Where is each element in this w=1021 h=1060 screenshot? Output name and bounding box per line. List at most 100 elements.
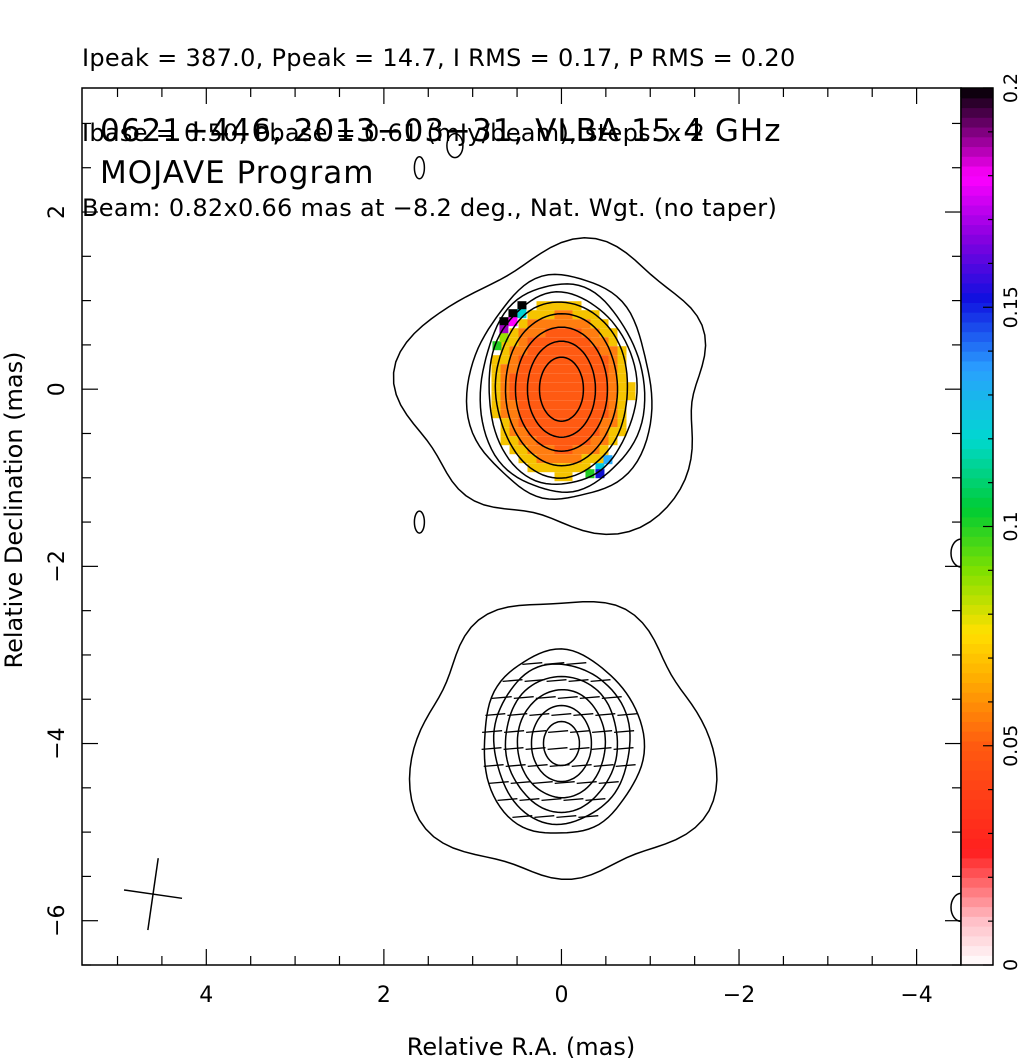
axis-tick-labels: 4 2 0 −2 −4 2 0 −2 −4 −6 <box>45 205 933 1008</box>
colorbar-swatch <box>961 633 993 645</box>
pol-fill-cell <box>518 346 528 356</box>
pol-fill-cell <box>581 355 591 365</box>
pol-fill-cell <box>527 418 537 428</box>
colorbar-swatch <box>961 243 993 255</box>
evpa-vector <box>579 696 600 700</box>
pol-fill-cell <box>563 391 573 401</box>
pol-fill-cell <box>554 310 564 320</box>
pol-fill-cell <box>563 418 573 428</box>
pol-fill-cell <box>545 400 555 410</box>
colorbar-swatch <box>961 273 993 284</box>
pol-fill-cell <box>491 409 501 419</box>
pol-fill-cell <box>518 436 528 446</box>
pol-fill-cell <box>518 319 528 329</box>
pol-fill-cell <box>527 328 537 338</box>
pol-fill-cell <box>536 364 546 374</box>
colorbar-swatch <box>961 175 993 187</box>
pol-fill-cell <box>617 391 627 401</box>
pol-fill-cell <box>563 346 573 356</box>
colorbar-swatch <box>961 458 993 469</box>
pol-fill-cell <box>554 355 564 365</box>
colorbar-swatch <box>961 224 993 235</box>
colorbar-swatch <box>961 516 993 528</box>
beam-minor-axis <box>123 889 183 900</box>
pol-fill-cell <box>599 382 609 392</box>
beam-cross <box>123 858 183 931</box>
pol-fill-cell <box>572 436 582 446</box>
pol-fill-cell <box>626 391 636 401</box>
pol-fill-cell <box>527 355 537 365</box>
pol-fill-cell <box>527 373 537 383</box>
pol-fill-cell <box>563 373 573 383</box>
pol-fill-cell <box>563 301 573 311</box>
pol-fill-cell <box>599 337 609 347</box>
pol-fill-cell <box>509 337 519 347</box>
pol-fill-cell <box>518 400 528 410</box>
pol-fill-cell <box>545 409 555 419</box>
pol-fill-cell <box>554 409 564 419</box>
pol-fill-cell <box>599 400 609 410</box>
pol-fill-cell <box>527 436 537 446</box>
colorbar-swatch <box>961 692 993 703</box>
pol-fill-cell <box>608 364 618 374</box>
colorbar-swatch <box>961 545 993 557</box>
evpa-vector <box>504 730 525 734</box>
colorbar-swatch <box>961 97 993 109</box>
pol-fill-cell <box>572 319 582 329</box>
pol-fill-cell <box>608 409 618 419</box>
pol-fill-cell <box>545 355 555 365</box>
pol-fill-cell <box>536 418 546 428</box>
pol-fill-cell <box>554 346 564 356</box>
map-header: Ipeak = 387.0, Ppeak = 14.7, I RMS = 0.1… <box>82 0 796 246</box>
evpa-vector <box>532 781 553 785</box>
colorbar-swatch <box>961 477 993 489</box>
evpa-vectors <box>481 662 638 819</box>
pol-fill-cell <box>500 355 510 365</box>
pol-fill-cell <box>527 454 537 464</box>
noise-contour <box>413 510 426 534</box>
colorbar-swatch <box>961 809 993 820</box>
pol-fill-cell <box>545 364 555 374</box>
evpa-vector <box>557 696 578 700</box>
pol-fill-cell <box>563 427 573 437</box>
pol-fill-cell <box>536 355 546 365</box>
pol-fill-cell <box>572 445 582 455</box>
pol-fill-cell <box>509 355 519 365</box>
pol-fill-cell <box>509 373 519 383</box>
pol-fill-cell <box>545 463 555 473</box>
pol-fill-cell <box>590 436 600 446</box>
colorbar-swatch <box>961 584 993 596</box>
pol-fill-cell <box>527 391 537 401</box>
evpa-vector <box>544 662 565 666</box>
pol-fill-cell <box>563 454 573 464</box>
pol-fill-cell <box>518 454 528 464</box>
pol-fill-cell <box>572 373 582 383</box>
x-tick-label: 4 <box>199 983 213 1008</box>
pol-fill-cell <box>518 382 528 392</box>
colorbar-swatch <box>961 916 993 927</box>
pol-fill-cell <box>608 346 618 356</box>
pol-fill-cell <box>608 373 618 383</box>
colorbar-swatch <box>961 341 993 352</box>
colorbar-swatch <box>961 799 993 810</box>
pol-fill-cell <box>572 346 582 356</box>
x-axis-label: Relative R.A. (mas) <box>407 1033 635 1060</box>
colorbar-swatch <box>961 789 993 800</box>
pol-fill-cell <box>617 400 627 410</box>
intensity-contour <box>504 675 619 814</box>
pol-fill-cell <box>581 454 591 464</box>
evpa-vector <box>546 679 567 683</box>
pol-fill-cell <box>554 301 564 311</box>
colorbar-swatch <box>961 701 993 713</box>
pol-fill-cell <box>554 436 564 446</box>
pol-fill-cell <box>536 436 546 446</box>
pol-fill-cell <box>599 427 609 437</box>
evpa-vector <box>548 730 569 734</box>
pol-fill-cell <box>563 463 573 473</box>
pol-fill-cell <box>508 309 518 319</box>
pol-fill-cell <box>536 400 546 410</box>
colorbar-swatch <box>961 282 993 294</box>
pol-fill-cell <box>517 301 527 311</box>
colorbar-tick-label: 0.15 <box>1000 286 1021 328</box>
